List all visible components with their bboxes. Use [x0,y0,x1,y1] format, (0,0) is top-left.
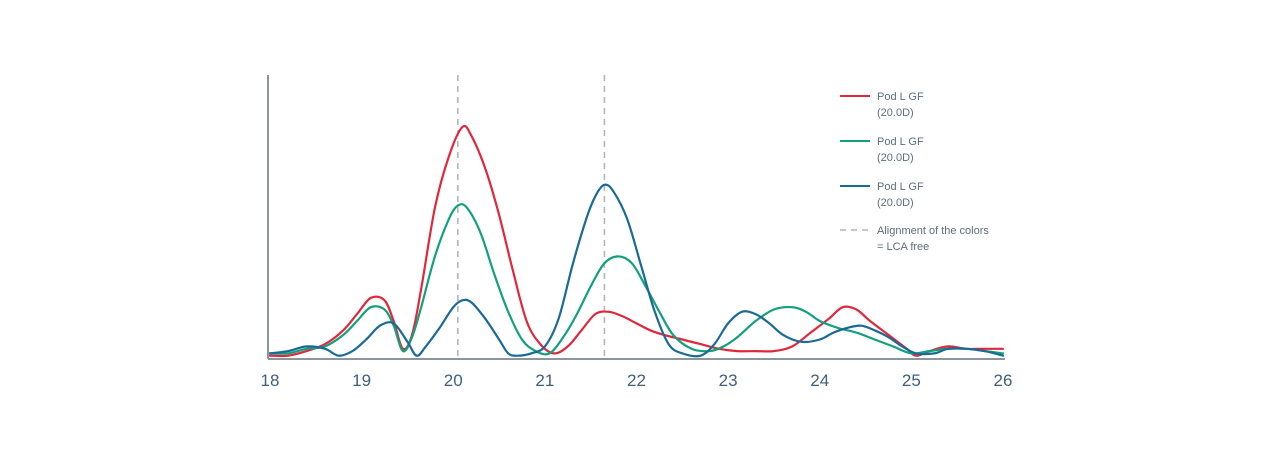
x-tick-label-19: 19 [352,371,371,390]
x-tick-label-23: 23 [719,371,738,390]
legend-label-2-line-2: (20.0D) [877,152,914,164]
x-tick-label-21: 21 [535,371,554,390]
legend-label-4-line-1: Alignment of the colors [877,225,989,237]
legend-label-1-line-1: Pod L GF [877,91,924,103]
legend-label-1-line-2: (20.0D) [877,107,914,119]
legend-label-3-line-2: (20.0D) [877,197,914,209]
series-line-2 [268,203,1005,356]
legend-label-3-line-1: Pod L GF [877,181,924,193]
x-tick-label-22: 22 [627,371,646,390]
x-tick-label-25: 25 [902,371,921,390]
legend-label-2-line-1: Pod L GF [877,136,924,148]
legend-label-4-line-2: = LCA free [877,241,929,253]
x-tick-label-20: 20 [444,371,463,390]
series-line-3 [268,183,1005,358]
x-tick-label-18: 18 [261,371,280,390]
x-tick-label-24: 24 [810,371,829,390]
x-tick-label-26: 26 [994,371,1013,390]
